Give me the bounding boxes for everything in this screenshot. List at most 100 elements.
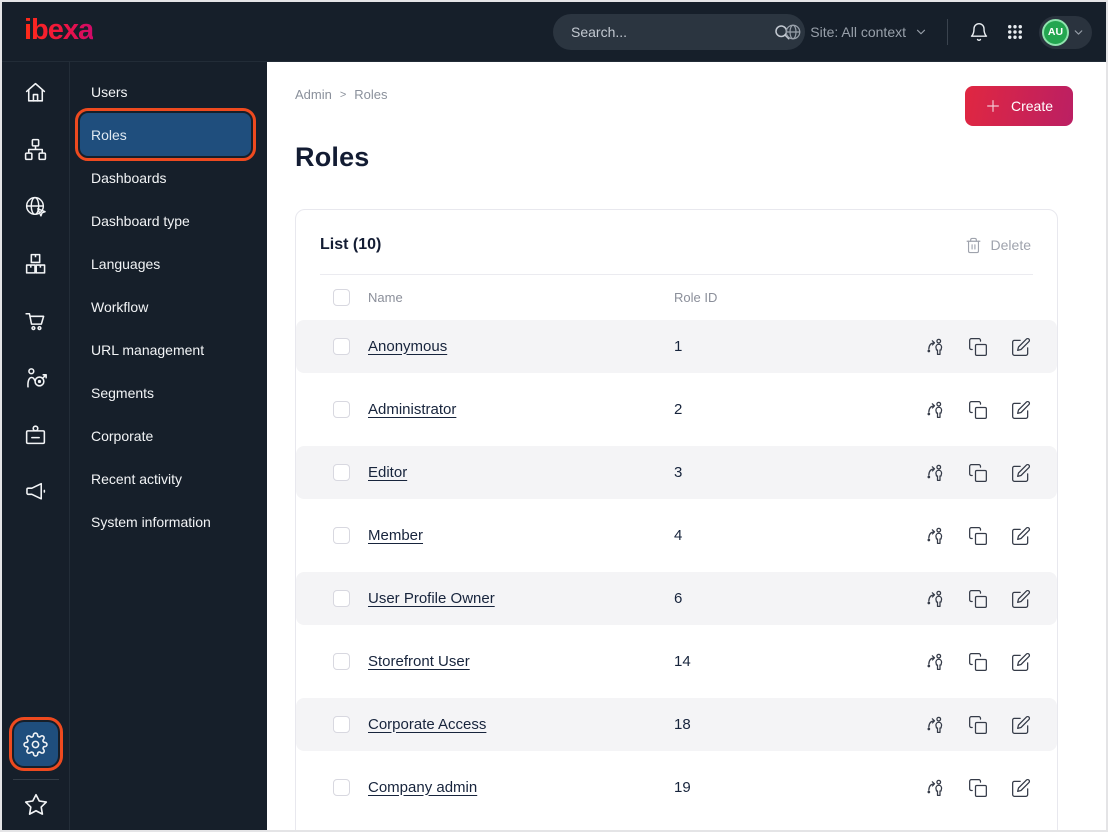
user-menu[interactable]: AU xyxy=(1039,15,1092,49)
commerce-cart-icon[interactable] xyxy=(19,303,53,337)
role-name-link[interactable]: Editor xyxy=(368,463,408,481)
sidebar-item[interactable]: Roles xyxy=(75,108,256,161)
assign-user-icon[interactable] xyxy=(925,778,945,798)
sidebar-item-label: Dashboards xyxy=(91,169,167,186)
sidebar-item[interactable]: Workflow xyxy=(70,285,267,328)
role-name-link[interactable]: User Profile Owner xyxy=(368,589,495,607)
sidebar-item[interactable]: Recent activity xyxy=(70,457,267,500)
create-button[interactable]: Create xyxy=(964,86,1073,126)
copy-icon[interactable] xyxy=(968,337,988,357)
copy-icon[interactable] xyxy=(968,652,988,672)
assign-user-icon[interactable] xyxy=(925,400,945,420)
chevron-down-icon xyxy=(1074,29,1083,35)
copy-icon[interactable] xyxy=(968,778,988,798)
row-checkbox[interactable] xyxy=(333,779,350,796)
personalization-icon[interactable] xyxy=(19,360,53,394)
sidebar-item-label: Roles xyxy=(91,126,127,143)
sidebar-item[interactable]: System information xyxy=(70,500,267,543)
assign-user-icon[interactable] xyxy=(925,463,945,483)
chevron-down-icon xyxy=(916,29,926,35)
select-all-checkbox[interactable] xyxy=(333,289,350,306)
sidebar-item[interactable]: Dashboards xyxy=(70,156,267,199)
row-checkbox[interactable] xyxy=(333,590,350,607)
role-id-value: 3 xyxy=(674,464,683,481)
assign-user-icon[interactable] xyxy=(925,337,945,357)
edit-icon[interactable] xyxy=(1011,463,1031,483)
edit-icon[interactable] xyxy=(1011,652,1031,672)
app-switcher-button[interactable] xyxy=(1004,21,1026,43)
copy-icon[interactable] xyxy=(968,463,988,483)
sidebar-item[interactable]: Segments xyxy=(70,371,267,414)
top-bar: ibexa Site: All context xyxy=(2,2,1106,62)
sidebar-item-label: Languages xyxy=(91,255,161,272)
assign-user-icon[interactable] xyxy=(925,589,945,609)
globe-icon xyxy=(785,24,801,40)
sidebar-item-label: Workflow xyxy=(91,298,149,315)
home-icon[interactable] xyxy=(19,75,53,109)
breadcrumb-separator: > xyxy=(339,88,347,101)
copy-icon[interactable] xyxy=(968,526,988,546)
card-divider xyxy=(320,274,1033,275)
global-search[interactable] xyxy=(553,14,805,50)
breadcrumb: Admin > Roles xyxy=(295,87,1054,102)
sidebar-item-label: Segments xyxy=(91,384,155,401)
role-id-value: 1 xyxy=(674,338,683,355)
sidebar-item[interactable]: Dashboard type xyxy=(70,199,267,242)
row-checkbox[interactable] xyxy=(333,653,350,670)
role-name-link[interactable]: Company admin xyxy=(368,778,478,796)
product-catalog-icon[interactable] xyxy=(19,246,53,280)
ibexa-logo: ibexa xyxy=(24,14,94,46)
breadcrumb-admin[interactable]: Admin xyxy=(295,87,332,102)
column-header-name: Name xyxy=(368,290,403,305)
role-name-link[interactable]: Anonymous xyxy=(368,337,448,355)
copy-icon[interactable] xyxy=(968,715,988,735)
sidebar-item-label: Recent activity xyxy=(91,470,183,487)
row-checkbox[interactable] xyxy=(333,464,350,481)
row-checkbox[interactable] xyxy=(333,401,350,418)
edit-icon[interactable] xyxy=(1011,778,1031,798)
role-name-link[interactable]: Administrator xyxy=(368,400,457,418)
create-button-label: Create xyxy=(1010,98,1053,114)
assign-user-icon[interactable] xyxy=(925,652,945,672)
corporate-badge-icon[interactable] xyxy=(19,417,53,451)
role-name-link[interactable]: Member xyxy=(368,526,424,544)
site-context-selector[interactable]: Site: All context xyxy=(784,23,928,41)
edit-icon[interactable] xyxy=(1011,526,1031,546)
copy-icon[interactable] xyxy=(968,400,988,420)
row-checkbox[interactable] xyxy=(333,716,350,733)
notifications-button[interactable] xyxy=(967,20,991,44)
edit-icon[interactable] xyxy=(1011,715,1031,735)
edit-icon[interactable] xyxy=(1011,589,1031,609)
sidebar-item[interactable]: Corporate xyxy=(70,414,267,457)
role-id-value: 2 xyxy=(674,401,683,418)
search-input[interactable] xyxy=(571,24,773,40)
column-header-role-id: Role ID xyxy=(674,290,718,305)
assign-user-icon[interactable] xyxy=(925,526,945,546)
table-row: Anonymous 1 xyxy=(296,320,1057,373)
sidebar-item[interactable]: Users xyxy=(70,70,267,113)
row-checkbox[interactable] xyxy=(333,527,350,544)
table-row: Corporate Access 18 xyxy=(296,698,1057,751)
role-name-link[interactable]: Storefront User xyxy=(368,652,470,670)
row-checkbox[interactable] xyxy=(333,338,350,355)
delete-button[interactable]: Delete xyxy=(965,237,1031,254)
assign-user-icon[interactable] xyxy=(925,715,945,735)
main-content: Admin > Roles Create Roles List (10) xyxy=(267,62,1106,830)
sidebar-item[interactable]: Languages xyxy=(70,242,267,285)
breadcrumb-roles[interactable]: Roles xyxy=(354,87,388,102)
site-icon[interactable] xyxy=(19,189,53,223)
content-structure-icon[interactable] xyxy=(19,132,53,166)
sidebar-item[interactable]: URL management xyxy=(70,328,267,371)
role-name-link[interactable]: Corporate Access xyxy=(368,715,487,733)
table-row: Member 4 xyxy=(296,509,1057,562)
edit-icon[interactable] xyxy=(1011,400,1031,420)
admin-gear-icon[interactable] xyxy=(8,717,63,771)
table-row: Editor 3 xyxy=(296,446,1057,499)
sidebar-item-label: System information xyxy=(91,513,211,530)
rail-divider xyxy=(12,779,59,780)
marketing-megaphone-icon[interactable] xyxy=(19,474,53,508)
site-context-label: Site: All context xyxy=(810,24,906,40)
bookmarks-star-icon[interactable] xyxy=(19,788,53,822)
copy-icon[interactable] xyxy=(968,589,988,609)
edit-icon[interactable] xyxy=(1011,337,1031,357)
